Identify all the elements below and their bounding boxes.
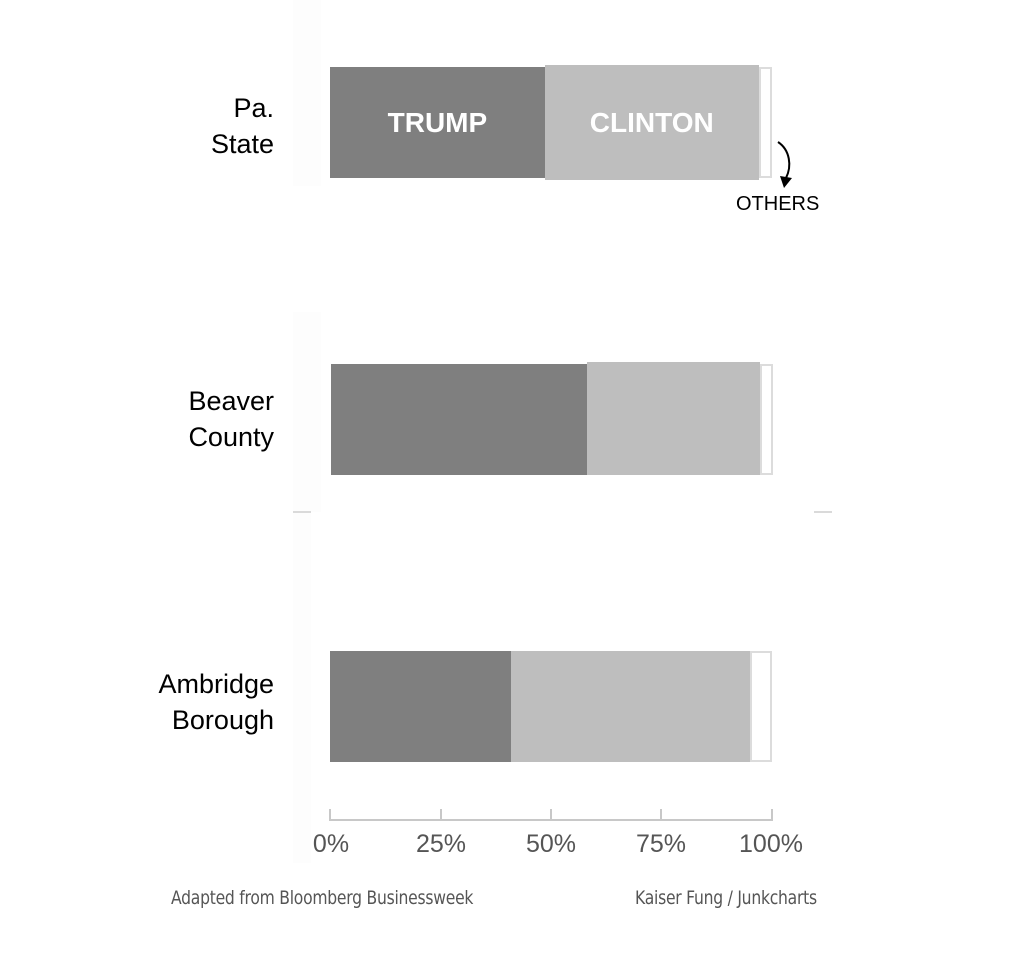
x-axis bbox=[329, 805, 773, 821]
segment-others bbox=[749, 651, 772, 762]
divider-right bbox=[814, 511, 832, 513]
divider-left bbox=[293, 511, 311, 513]
row-label-line1: Pa. bbox=[233, 93, 274, 123]
segment-label-trump: TRUMP bbox=[387, 106, 488, 138]
x-tick-label-75: 75% bbox=[635, 830, 687, 858]
segment-trump: TRUMP bbox=[330, 67, 545, 178]
segment-others bbox=[759, 364, 773, 475]
others-annotation: OTHERS bbox=[736, 193, 820, 215]
x-tick bbox=[440, 809, 442, 821]
x-tick-label-0: 0% bbox=[312, 830, 350, 858]
x-tick bbox=[660, 809, 662, 821]
panel-background-bottom bbox=[293, 513, 311, 863]
x-tick bbox=[771, 809, 773, 821]
x-tick-label-100: 100% bbox=[739, 830, 803, 858]
segment-clinton bbox=[511, 651, 750, 762]
segment-clinton: CLINTON bbox=[544, 65, 759, 180]
row-label-line2: Borough bbox=[171, 705, 274, 735]
row-label-line2: State bbox=[210, 129, 274, 159]
row-label-line2: County bbox=[188, 422, 274, 452]
bar-beaver-county bbox=[331, 362, 773, 475]
row-label-line1: Beaver bbox=[188, 386, 274, 416]
row-label-pa-state: Pa. State bbox=[211, 90, 274, 162]
source-credit: Adapted from Bloomberg Businessweek bbox=[171, 887, 474, 909]
segment-trump bbox=[331, 364, 588, 475]
bar-pa-state: TRUMP CLINTON bbox=[330, 65, 772, 180]
author-credit: Kaiser Fung / Junkcharts bbox=[635, 887, 817, 909]
x-tick bbox=[550, 809, 552, 821]
x-tick-label-50: 50% bbox=[525, 830, 577, 858]
row-label-beaver-county: Beaver County bbox=[188, 383, 274, 455]
bar-ambridge-borough bbox=[330, 651, 772, 762]
row-label-line1: Ambridge bbox=[158, 669, 274, 699]
x-tick bbox=[329, 809, 331, 821]
panel-background-middle bbox=[293, 312, 321, 512]
x-tick-label-25: 25% bbox=[415, 830, 467, 858]
segment-others bbox=[758, 67, 772, 178]
segment-label-clinton: CLINTON bbox=[589, 106, 714, 138]
segment-trump bbox=[330, 651, 512, 762]
curved-arrow-icon bbox=[777, 141, 792, 188]
row-label-ambridge-borough: Ambridge Borough bbox=[158, 666, 274, 738]
panel-background-top bbox=[293, 0, 321, 186]
segment-clinton bbox=[587, 362, 760, 475]
